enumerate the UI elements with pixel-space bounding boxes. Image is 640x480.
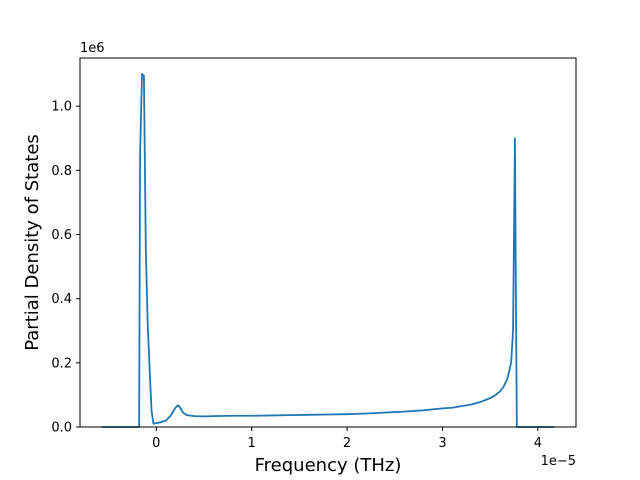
y-tick-label: 1.0: [51, 100, 72, 115]
x-tick-label: 1: [248, 436, 256, 451]
y-axis-ticks: 0.0 0.2 0.4 0.6 0.8 1.0: [51, 100, 80, 436]
y-axis-label: Partial Density of States: [22, 134, 43, 351]
series-line: [101, 73, 555, 428]
y-tick-label: 0.8: [51, 164, 72, 179]
plot-area-frame: [79, 57, 577, 428]
x-tick-label: 0: [152, 436, 160, 451]
y-tick-label: 0.2: [51, 356, 72, 371]
y-tick-label: 0.0: [51, 421, 72, 436]
x-tick-label: 4: [534, 436, 542, 451]
y-tick-label: 0.6: [51, 228, 72, 243]
x-axis-label: Frequency (THz): [255, 455, 402, 476]
x-axis-ticks: 0 1 2 3 4: [152, 427, 542, 451]
x-axis-offset-label: 1e−5: [541, 454, 576, 469]
x-tick-label: 2: [343, 436, 351, 451]
y-tick-label: 0.4: [51, 292, 72, 307]
x-tick-label: 3: [438, 436, 446, 451]
y-axis-offset-label: 1e6: [80, 41, 105, 56]
